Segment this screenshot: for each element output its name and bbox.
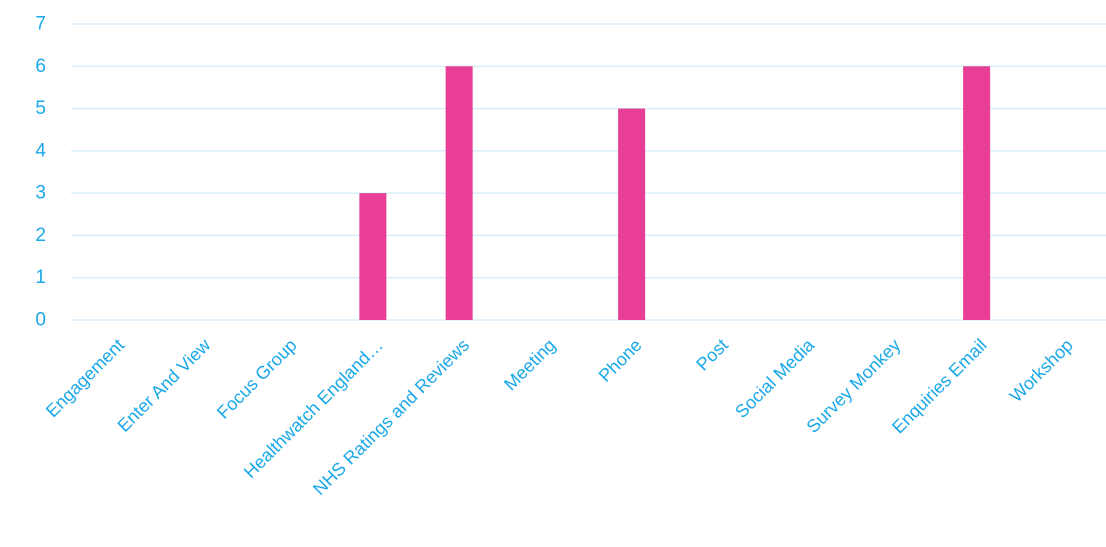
x-tick-label: Focus Group	[213, 335, 301, 423]
x-tick-label: Enter And View	[114, 334, 216, 436]
y-tick-label: 4	[35, 140, 46, 161]
x-tick-label: Healthwatch England…	[240, 335, 387, 482]
bar	[445, 66, 473, 321]
y-tick-label: 5	[35, 98, 46, 119]
bar	[963, 66, 991, 321]
x-tick-label: Workshop	[1006, 335, 1077, 406]
x-tick-label: Engagement	[42, 335, 128, 421]
bars	[359, 66, 991, 321]
y-tick-label: 6	[35, 56, 46, 77]
y-axis-ticks: 0 1 2 3 4 5 6 7	[35, 14, 46, 331]
x-tick-label: Enquiries Email	[888, 335, 991, 438]
y-tick-label: 3	[35, 183, 46, 204]
x-tick-label: Meeting	[500, 335, 559, 394]
gridlines	[71, 23, 1106, 321]
bar	[618, 108, 646, 320]
x-tick-label: Post	[692, 335, 732, 375]
y-tick-label: 7	[35, 14, 46, 35]
bar	[359, 193, 387, 320]
x-tick-label: NHS Ratings and Reviews	[309, 335, 473, 499]
x-tick-label: Social Media	[731, 334, 819, 422]
y-tick-label: 0	[35, 310, 46, 331]
y-tick-label: 1	[35, 267, 46, 288]
y-tick-label: 2	[35, 225, 46, 246]
x-tick-label: Phone	[595, 335, 646, 386]
